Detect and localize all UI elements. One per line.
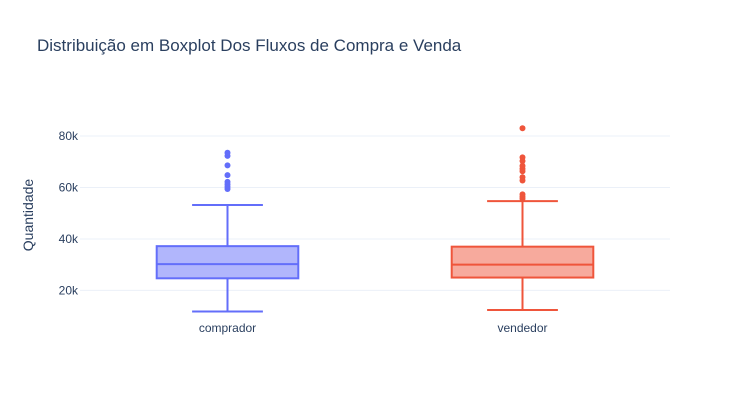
y-axis-ticks: 20k 40k 60k 80k xyxy=(59,129,79,297)
outlier-point xyxy=(224,172,231,179)
outlier-point xyxy=(224,162,231,169)
chart-title: Distribuição em Boxplot Dos Fluxos de Co… xyxy=(37,36,462,55)
y-tick-label: 20k xyxy=(59,283,79,297)
y-axis-title: Quantidade xyxy=(20,179,36,252)
box-series xyxy=(155,125,595,313)
y-tick-label: 40k xyxy=(59,232,79,246)
x-tick-label: comprador xyxy=(199,321,256,335)
outlier-point xyxy=(519,174,526,181)
outlier-point xyxy=(519,191,526,198)
outlier-point xyxy=(224,178,231,185)
box-vendedor xyxy=(450,125,595,311)
x-tick-label: vendedor xyxy=(497,321,547,335)
iqr-box xyxy=(155,245,300,280)
y-tick-label: 60k xyxy=(59,180,79,194)
outlier-point xyxy=(519,125,526,132)
iqr-box xyxy=(450,245,595,279)
outlier-point xyxy=(224,149,231,156)
gridlines xyxy=(80,135,670,291)
outlier-point xyxy=(519,154,526,161)
outlier-point xyxy=(519,162,526,169)
y-tick-label: 80k xyxy=(59,129,79,143)
x-axis-ticks: comprador vendedor xyxy=(199,321,548,335)
box-comprador xyxy=(155,149,300,313)
